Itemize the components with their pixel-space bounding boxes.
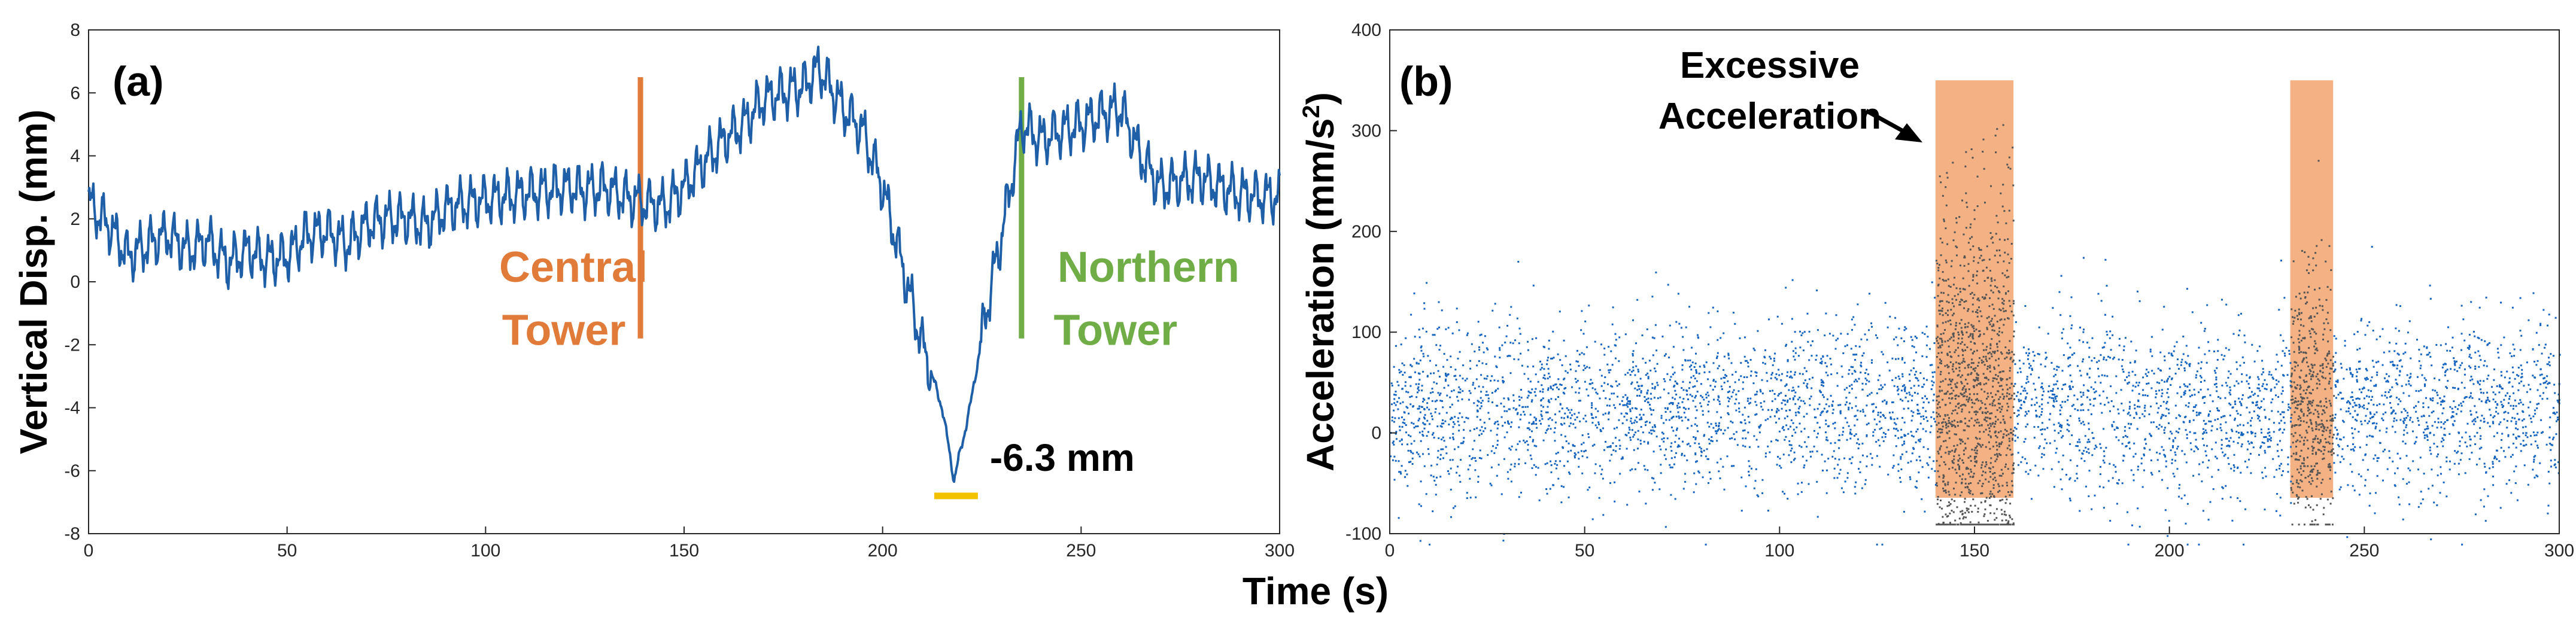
panel-b-ylabel-sup: 2 <box>1298 105 1325 118</box>
y-tick-label-6: 6 <box>70 83 80 103</box>
y-tick-label--8: -8 <box>64 524 80 544</box>
b-x-tick-label-0: 0 <box>1385 541 1395 561</box>
y-tick-label--2: -2 <box>64 335 80 355</box>
y-tick-label-4: 4 <box>70 147 80 166</box>
panel-a-ylabel: Vertical Disp. (mm) <box>12 109 55 454</box>
b-y-tick-label-400: 400 <box>1351 20 1381 40</box>
shared-xlabel: Time (s) <box>1243 570 1389 613</box>
b-x-tick-label-100: 100 <box>1764 541 1794 561</box>
x-tick-label-0: 0 <box>84 541 94 561</box>
b-x-tick-label-300: 300 <box>2544 541 2574 561</box>
b-x-tick-label-150: 150 <box>1960 541 1989 561</box>
displacement-line <box>87 45 1281 483</box>
excessive-label-line1: Excessive <box>1680 45 1860 86</box>
central-tower-label-line2: Tower <box>502 306 626 354</box>
y-tick-label--6: -6 <box>64 461 80 481</box>
panel-b-ylabel-main: Acceleration (mm/s <box>1299 118 1342 471</box>
y-tick-label--4: -4 <box>64 398 80 418</box>
x-tick-label-300: 300 <box>1265 541 1295 561</box>
excessive-arrow <box>1865 108 1922 142</box>
x-tick-label-100: 100 <box>470 541 500 561</box>
excessive-label-line2: Acceleration <box>1658 96 1881 137</box>
highlight-region-2 <box>2290 80 2334 498</box>
highlight-region-1 <box>1935 80 2014 498</box>
central-tower-label-line1: Central <box>499 243 648 291</box>
x-tick-label-250: 250 <box>1066 541 1096 561</box>
panel-a-ticks: 0 50 100 150 200 250 300 -8 -6 -4 -2 0 2 4 6 8 <box>64 20 1295 561</box>
arrow-shaft <box>1865 108 1907 135</box>
x-tick-label-50: 50 <box>277 541 297 561</box>
x-tick-label-150: 150 <box>669 541 699 561</box>
b-x-tick-label-50: 50 <box>1575 541 1594 561</box>
y-tick-label-8: 8 <box>70 20 80 40</box>
b-y-tick-label-100: 100 <box>1351 322 1381 342</box>
panel-a: 0 50 100 150 200 250 300 -8 -6 -4 -2 0 2 4 6 8 (a) Vert… <box>12 20 1295 561</box>
b-x-tick-label-200: 200 <box>2155 541 2185 561</box>
y-tick-label-0: 0 <box>70 272 80 292</box>
b-x-tick-label-250: 250 <box>2349 541 2379 561</box>
y-tick-label-2: 2 <box>70 209 80 229</box>
northern-tower-label-line1: Northern <box>1058 243 1240 291</box>
panel-b-ylabel: Acceleration (mm/s2) <box>1298 92 1342 471</box>
b-y-tick-label-300: 300 <box>1351 121 1381 141</box>
x-tick-label-200: 200 <box>868 541 898 561</box>
b-y-tick-label--100: -100 <box>1345 524 1381 544</box>
min-value-label: -6.3 mm <box>990 436 1135 479</box>
panel-a-label: (a) <box>113 58 164 105</box>
panel-b-label: (b) <box>1399 58 1453 105</box>
arrow-head <box>1895 123 1922 142</box>
b-y-tick-label-0: 0 <box>1371 424 1381 443</box>
panel-b-ylabel-end: ) <box>1299 92 1342 105</box>
b-y-tick-label-200: 200 <box>1351 222 1381 242</box>
northern-tower-label-line2: Tower <box>1053 306 1177 354</box>
